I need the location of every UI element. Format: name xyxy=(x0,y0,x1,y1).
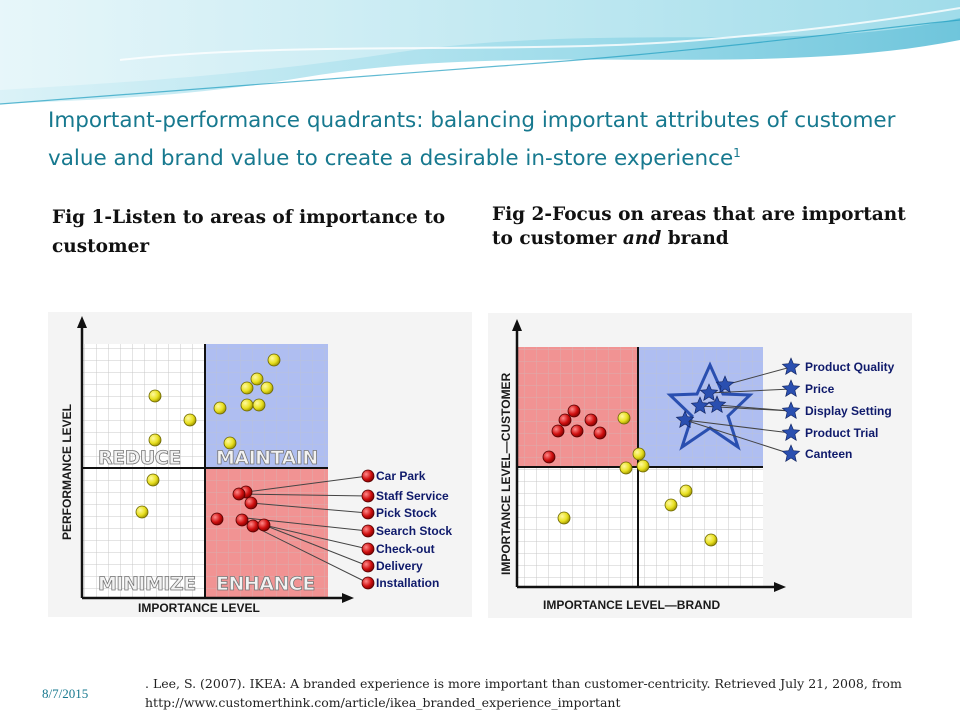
red-point xyxy=(361,559,375,573)
yellow-point xyxy=(704,533,718,547)
fig2-caption-emphasis: and xyxy=(622,228,662,249)
fig2-point-label: Canteen xyxy=(805,447,852,461)
red-point xyxy=(361,489,375,503)
reference-footnote: . Lee, S. (2007). IKEA: A branded experi… xyxy=(145,676,902,710)
fig2-star-points xyxy=(675,375,735,429)
fig2-connector-lines xyxy=(684,366,792,455)
yellow-point xyxy=(664,498,678,512)
slide-title: Important-performance quadrants: balanci… xyxy=(48,104,928,175)
fig1-red-points xyxy=(210,485,271,533)
yellow-point xyxy=(679,484,693,498)
fig2-caption-part2: brand xyxy=(661,228,729,249)
red-point xyxy=(593,426,607,440)
red-point xyxy=(361,506,375,520)
yellow-point xyxy=(183,413,197,427)
fig2-x-axis-label: IMPORTANCE LEVEL—BRAND xyxy=(543,598,720,612)
blue-star-point xyxy=(781,423,801,442)
red-point xyxy=(244,496,258,510)
fig2-yellow-points xyxy=(557,411,718,547)
fig1-point-label: Installation xyxy=(376,576,439,590)
blue-star-point xyxy=(699,383,719,402)
yellow-point xyxy=(146,473,160,487)
fig1-connector-lines xyxy=(238,475,369,584)
blue-star-point xyxy=(781,444,801,463)
yellow-point xyxy=(148,389,162,403)
blue-star-point xyxy=(781,357,801,376)
fig1-label-minimize: MINIMIZE xyxy=(98,573,196,595)
fig1-label-reduce: REDUCE xyxy=(98,447,181,469)
red-point xyxy=(257,518,271,532)
fig1-label-maintain: MAINTAIN xyxy=(216,447,318,469)
yellow-point xyxy=(619,461,633,475)
red-point xyxy=(232,487,246,501)
yellow-point xyxy=(148,433,162,447)
red-point xyxy=(361,524,375,538)
slide-title-text: Important-performance quadrants: balanci… xyxy=(48,108,896,172)
fig1-point-label: Delivery xyxy=(376,559,423,573)
fig2-point-label: Product Quality xyxy=(805,360,895,374)
fig2-legend xyxy=(781,357,801,463)
fig1-svg: REDUCE MAINTAIN MINIMIZE ENHANCE PERFORM… xyxy=(60,316,452,615)
red-point xyxy=(570,424,584,438)
fig1-yellow-points xyxy=(135,353,281,519)
title-footnote-marker: 1 xyxy=(733,146,741,160)
red-point xyxy=(246,519,260,533)
red-point xyxy=(210,512,224,526)
red-point xyxy=(361,542,375,556)
fig1-y-axis-label: PERFORMANCE LEVEL xyxy=(60,404,74,540)
yellow-point xyxy=(135,505,149,519)
yellow-point xyxy=(213,401,227,415)
fig1-label-enhance: ENHANCE xyxy=(216,573,315,595)
red-point xyxy=(235,513,249,527)
fig1-x-axis-label: IMPORTANCE LEVEL xyxy=(138,601,260,615)
blue-star-point xyxy=(781,401,801,420)
fig2-point-label: Price xyxy=(805,382,835,396)
red-point xyxy=(584,413,598,427)
fig2-point-label: Product Trial xyxy=(805,426,878,440)
red-point xyxy=(558,413,572,427)
blue-star-point xyxy=(715,375,735,394)
red-point xyxy=(567,404,581,418)
yellow-point xyxy=(557,511,571,525)
blue-star-point xyxy=(781,379,801,398)
fig1-point-label: Check-out xyxy=(376,542,435,556)
fig2-red-points xyxy=(542,404,607,464)
yellow-point xyxy=(632,447,646,461)
fig1-point-label: Search Stock xyxy=(376,524,452,538)
blue-star-point xyxy=(675,410,695,429)
header-wave-banner xyxy=(0,0,960,105)
fig1-caption: Fig 1-Listen to areas of importance to c… xyxy=(52,207,446,257)
fig2-y-axis-label: IMPORTANCE LEVEL—CUSTOMER xyxy=(499,372,513,575)
fig2-quadrant-diagram: IMPORTANCE LEVEL—CUSTOMER IMPORTANCE LEV… xyxy=(488,313,912,618)
fig2-caption: Fig 2-Focus on areas that are important … xyxy=(492,203,922,251)
blue-star-point xyxy=(707,395,727,414)
yellow-point xyxy=(636,459,650,473)
yellow-point xyxy=(250,372,264,386)
yellow-point xyxy=(252,398,266,412)
fig1-point-label: Pick Stock xyxy=(376,506,437,520)
fig2-caption-part1: Fig 2-Focus on areas that are important … xyxy=(492,204,906,249)
yellow-point xyxy=(617,411,631,425)
yellow-point xyxy=(260,381,274,395)
red-point xyxy=(542,450,556,464)
red-point xyxy=(361,469,375,483)
slide-date: 8/7/2015 xyxy=(42,686,89,701)
red-point xyxy=(551,424,565,438)
fig1-quadrant-diagram: REDUCE MAINTAIN MINIMIZE ENHANCE PERFORM… xyxy=(48,312,472,617)
yellow-point xyxy=(267,353,281,367)
fig2-point-label: Display Setting xyxy=(805,404,892,418)
fig1-legend: Car Park Staff Service Pick Stock Search… xyxy=(361,469,452,590)
fig1-point-label: Staff Service xyxy=(376,489,449,503)
yellow-point xyxy=(223,436,237,450)
fig2-svg: IMPORTANCE LEVEL—CUSTOMER IMPORTANCE LEV… xyxy=(499,319,895,612)
fig1-point-label: Car Park xyxy=(376,469,426,483)
yellow-point xyxy=(240,398,254,412)
blue-star-point xyxy=(690,396,710,415)
yellow-point xyxy=(240,381,254,395)
red-point xyxy=(361,576,375,590)
